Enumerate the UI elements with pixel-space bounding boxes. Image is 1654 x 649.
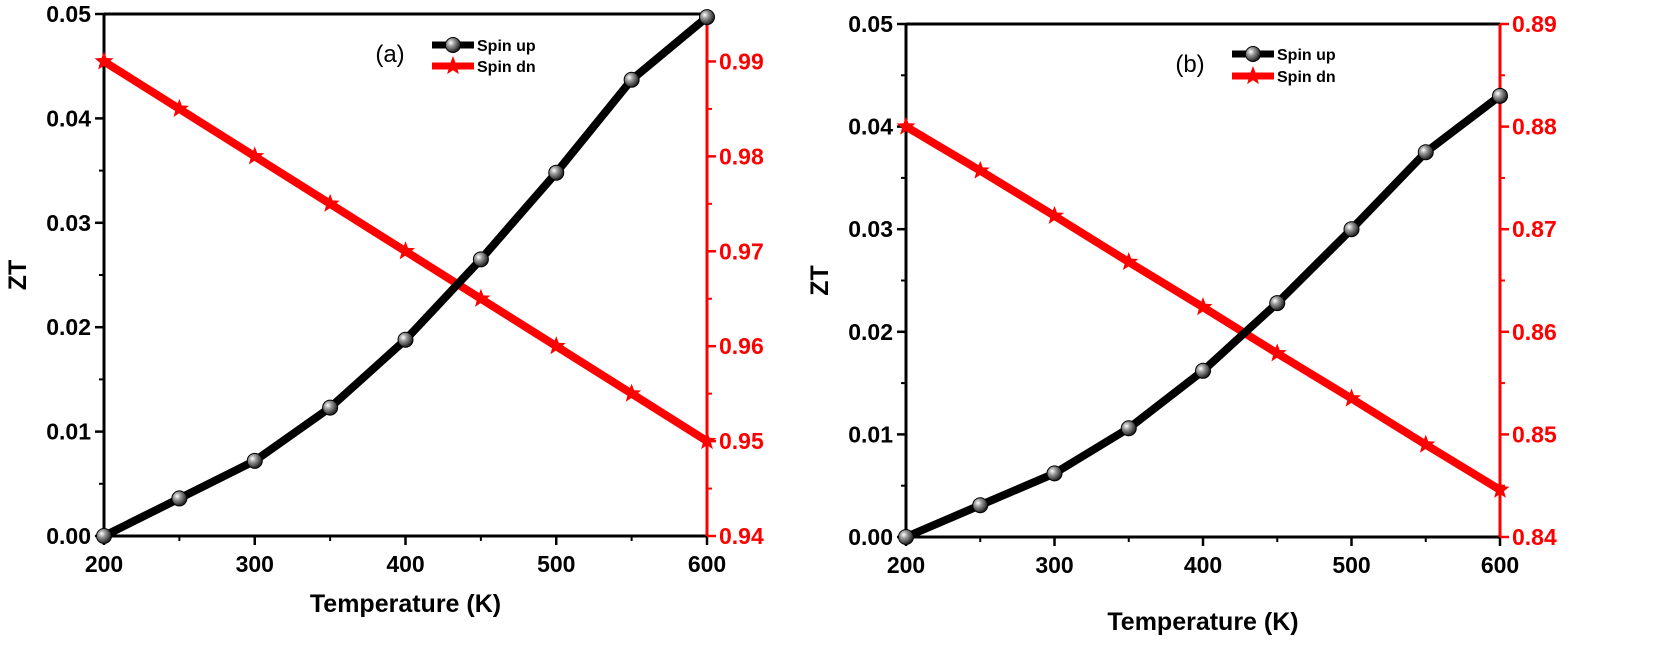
panel-label: (b) (1175, 51, 1204, 78)
x-tick-label: 300 (1035, 552, 1073, 578)
y2-tick-label: 0.99 (719, 48, 764, 74)
x-axis-label: Temperature (K) (310, 590, 501, 618)
data-point-spin-dn (320, 193, 340, 212)
y2-tick-label: 0.96 (719, 333, 764, 359)
legend-marker-spin-up (1245, 46, 1261, 62)
x-axis-label: Temperature (K) (1107, 608, 1298, 636)
x-tick-label: 500 (537, 551, 575, 577)
data-point-spin-dn (1490, 479, 1510, 498)
y-tick-label: 0.05 (848, 11, 893, 37)
data-point-spin-up (972, 497, 989, 514)
legend-label-spin-up: Spin up (477, 38, 536, 55)
data-point-spin-up (1046, 465, 1063, 482)
data-point-spin-up (1195, 362, 1211, 379)
y2-tick-label: 0.84 (1512, 524, 1557, 550)
legend-label-spin-up: Spin up (1277, 47, 1336, 64)
x-tick-label: 600 (1481, 552, 1519, 578)
data-point-spin-up (246, 452, 263, 469)
legend-marker-spin-dn (443, 56, 463, 75)
chart-panel-b: 200 300 400 500 600 0.00 0.01 0.02 0.03 0.04 0.05 0… (806, 11, 1557, 636)
data-point-spin-up (898, 529, 914, 545)
y2-tick-label: 0.97 (719, 238, 764, 264)
x-tick-label: 200 (887, 552, 925, 578)
data-point-spin-dn (1044, 205, 1065, 224)
x-tick-label: 200 (85, 551, 123, 577)
data-point-spin-up (171, 490, 188, 507)
data-point-spin-up (1417, 144, 1434, 161)
data-point-spin-dn (471, 288, 491, 307)
data-point-spin-dn (395, 241, 416, 260)
data-point-spin-dn (896, 116, 916, 135)
y-axis-label: ZT (4, 260, 32, 291)
y-tick-label: 0.02 (848, 319, 893, 345)
y-tick-label: 0.04 (46, 105, 91, 131)
legend-label-spin-dn: Spin dn (477, 59, 536, 76)
y2-tick-label: 0.94 (719, 523, 764, 549)
data-point-spin-dn (1416, 434, 1436, 453)
x-tick-label: 400 (1184, 552, 1222, 578)
data-point-spin-dn (94, 51, 114, 70)
data-point-spin-up (699, 9, 715, 26)
data-point-spin-dn (622, 383, 642, 402)
data-point-spin-dn (245, 146, 265, 165)
data-point-spin-dn (169, 98, 189, 117)
y-tick-label: 0.05 (46, 1, 91, 27)
data-point-spin-dn (1341, 388, 1362, 407)
y-tick-label: 0.00 (46, 523, 91, 549)
legend-marker-spin-dn (1243, 66, 1263, 85)
y-tick-label: 0.00 (848, 524, 893, 550)
data-point-spin-up (1492, 87, 1508, 104)
data-point-spin-dn (1193, 297, 1213, 316)
y-tick-label: 0.01 (848, 421, 893, 447)
panel-label: (a) (375, 41, 404, 68)
data-point-spin-dn (970, 160, 990, 179)
data-point-spin-dn (546, 336, 566, 355)
chart-panel-a: 200 300 400 500 600 0.00 0.01 0.02 0.03 0.04 0.05 0… (4, 1, 764, 618)
series-line-spin-up (102, 14, 710, 540)
data-point-spin-up (1120, 420, 1137, 437)
x-tick-label: 600 (688, 551, 726, 577)
y2-tick-label: 0.88 (1512, 114, 1557, 140)
data-point-spin-up (322, 399, 339, 416)
data-point-spin-up (397, 331, 414, 348)
x-tick-label: 300 (236, 551, 274, 577)
data-point-spin-dn (1267, 343, 1287, 362)
data-point-spin-up (623, 71, 640, 88)
y2-tick-label: 0.86 (1512, 319, 1557, 345)
y2-tick-label: 0.85 (1512, 421, 1557, 447)
data-point-spin-up (548, 164, 565, 181)
y2-tick-label: 0.87 (1512, 216, 1557, 242)
y-tick-label: 0.04 (848, 114, 893, 140)
y-tick-label: 0.02 (46, 314, 91, 340)
y-tick-label: 0.01 (46, 419, 91, 445)
legend-marker-spin-up (445, 37, 461, 53)
x-tick-label: 400 (386, 551, 424, 577)
data-point-spin-up (96, 528, 112, 544)
y-tick-label: 0.03 (848, 216, 893, 242)
data-point-spin-dn (697, 431, 717, 450)
y-tick-label: 0.03 (46, 210, 91, 236)
series-line-spin-up (904, 92, 1503, 541)
data-point-spin-up (1343, 221, 1360, 238)
y2-tick-label: 0.89 (1512, 11, 1557, 37)
y2-tick-label: 0.95 (719, 428, 764, 454)
data-point-spin-up (1269, 295, 1286, 312)
y2-tick-label: 0.98 (719, 143, 764, 169)
x-tick-label: 500 (1332, 552, 1370, 578)
data-point-spin-dn (1119, 252, 1139, 271)
y-axis-label: ZT (806, 265, 834, 296)
legend-label-spin-dn: Spin dn (1277, 69, 1336, 86)
data-point-spin-up (472, 251, 489, 268)
